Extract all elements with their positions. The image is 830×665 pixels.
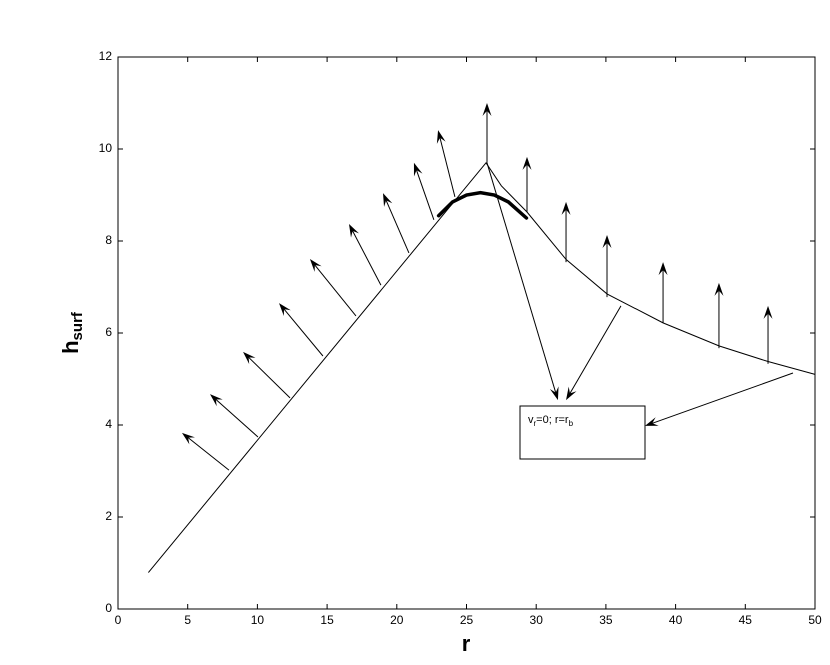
y-tick-label: 12 [99,49,113,63]
data-line [148,161,816,573]
ann-sub: b [569,419,574,428]
arrow [348,223,382,286]
arrow-head [309,258,322,272]
y-tick-label: 0 [105,601,112,615]
arrow-head [279,303,291,316]
arrow [763,305,773,364]
arrow-head [181,432,195,445]
y-tick-label: 8 [105,233,112,247]
arrow-shaft [385,200,410,254]
arrow-head [549,386,559,401]
axes-box [117,56,816,610]
arrow-shaft [283,308,324,357]
x-tick-label: 15 [320,613,334,627]
ann-sub: r [534,419,537,428]
arrow-head [210,394,223,407]
arrow-shaft [314,264,357,317]
arrow [181,432,230,471]
arrow-head [566,386,577,401]
x-tick-label: 25 [460,613,474,627]
annotation-box [519,405,646,460]
arrow-head [382,193,393,207]
arrow [279,303,324,357]
arrow-head [436,130,446,144]
arrow [644,372,794,426]
annotation: vr=0; r=rb [528,414,574,428]
arrow-head [602,235,612,249]
arrow-shaft [652,372,794,424]
y-tick-label: 4 [105,417,112,431]
arrow [602,235,612,298]
arrow [482,103,492,163]
arrow-shaft [486,162,557,393]
arrow-head [482,103,492,116]
arrow-shaft [352,230,382,286]
arrow-head [413,162,423,177]
arrow-head [714,282,724,296]
y-tick-label: 10 [99,141,113,155]
arrow [382,193,410,254]
arrow [436,130,456,197]
x-tick-label: 50 [808,613,822,627]
x-tick-label: 20 [390,613,404,627]
arrow-shaft [187,437,230,471]
x-tick-label: 35 [599,613,613,627]
arrow [486,162,559,401]
y-axis-label: hsurf [58,311,86,354]
arrow [210,394,259,438]
arrow-shaft [416,169,435,221]
x-tick-label: 30 [530,613,544,627]
arrow [658,262,668,323]
y-label-main: h [58,340,83,353]
x-tick-label: 40 [669,613,683,627]
arrow [243,351,291,399]
arrow-head [658,262,668,276]
arrow [566,305,622,401]
ann-part: =0; r=r [536,414,569,426]
arrow-head [522,156,532,170]
x-tick-label: 0 [115,613,122,627]
y-tick-label: 2 [105,509,112,523]
arrow-head [243,351,256,365]
y-tick-label: 6 [105,325,112,339]
arrow-head [561,201,571,215]
arrow-head [644,417,659,426]
arrow [561,201,571,263]
arrow-head [348,223,359,238]
arrow [413,162,435,221]
ann-part: v [528,414,534,426]
x-tick-label: 10 [251,613,265,627]
x-tick-label: 5 [184,613,191,627]
arrow-head [763,305,773,319]
data-line [436,190,529,220]
arrow-shaft [569,305,622,394]
arrow [309,258,357,317]
arrow-shaft [439,137,456,197]
arrow [714,282,724,349]
x-axis-label: r [462,631,471,656]
arrow-shaft [248,356,291,399]
y-label-sub: surf [69,311,86,340]
x-tick-label: 45 [739,613,753,627]
arrow-shaft [215,398,259,438]
arrow [522,156,532,213]
